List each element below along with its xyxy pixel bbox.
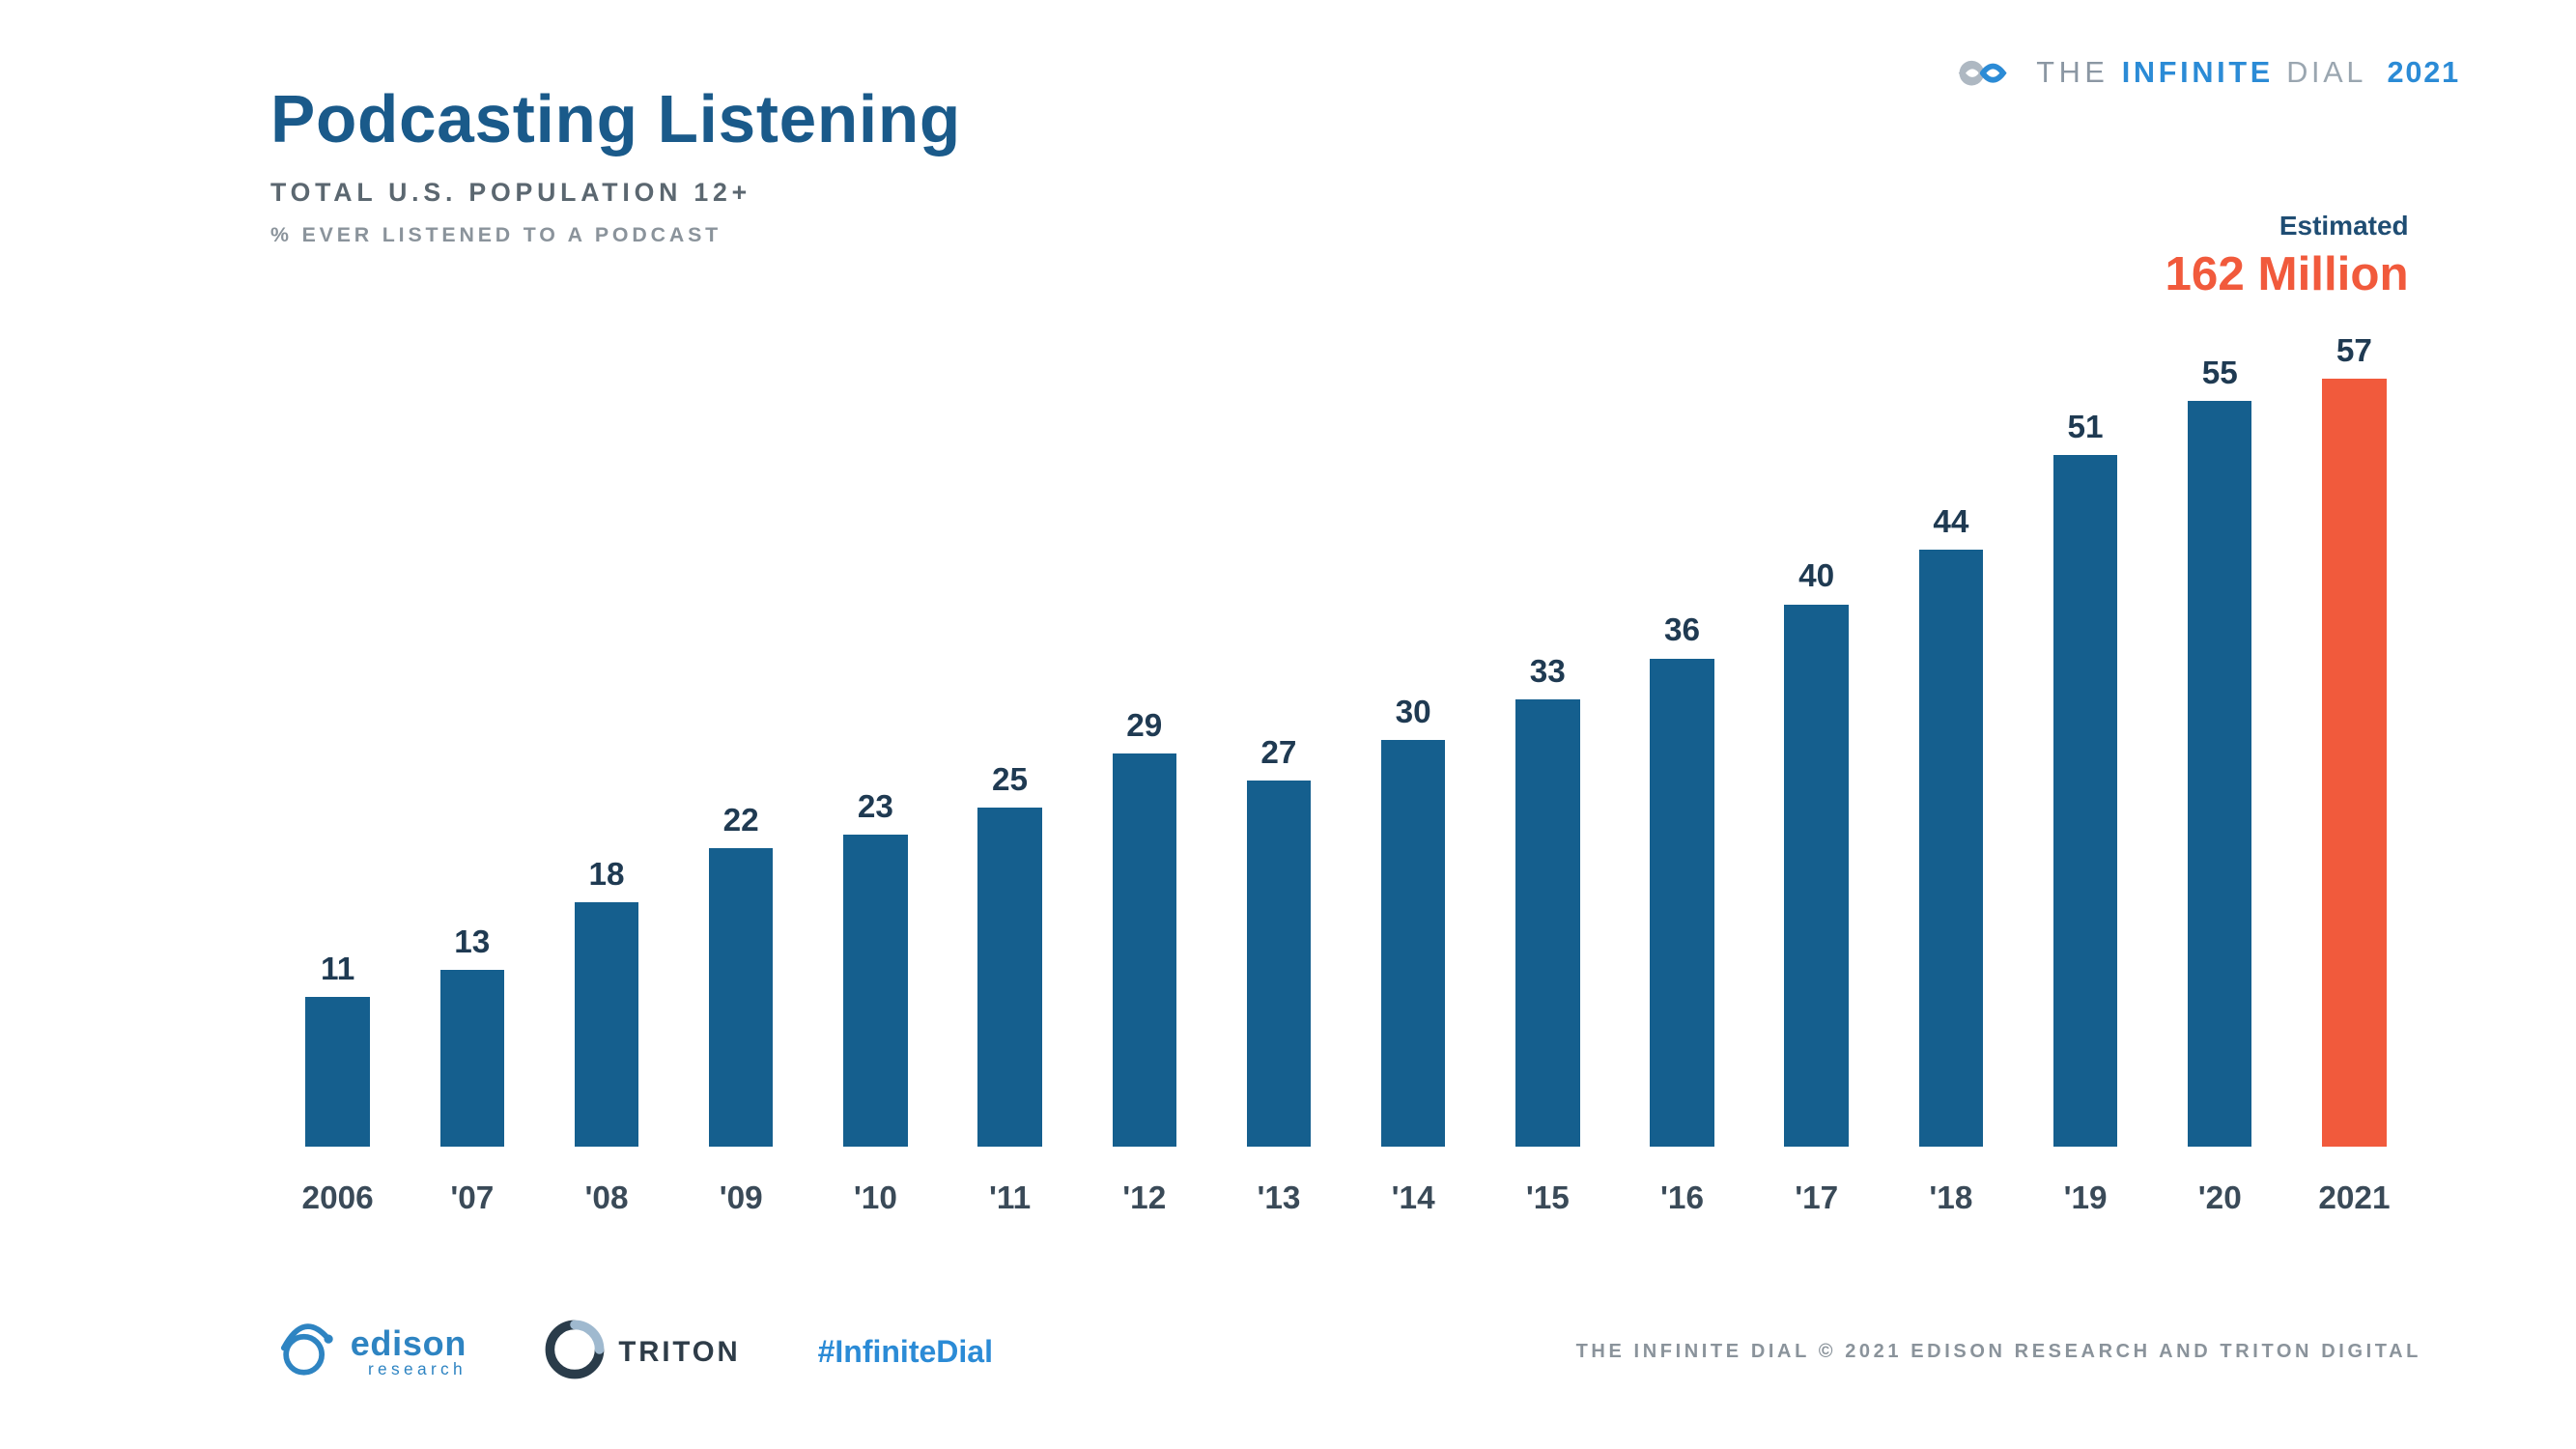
bar [1381, 740, 1445, 1147]
bar-group: 22 [674, 333, 808, 1147]
x-axis-label: '18 [1883, 1180, 2018, 1217]
x-axis-label: '11 [943, 1180, 1077, 1217]
bar-value-label: 29 [1126, 708, 1162, 745]
chart-subtitle-population: TOTAL U.S. POPULATION 12+ [270, 178, 2448, 208]
logo-edison: edison research [270, 1317, 467, 1388]
bar-group: 55 [2153, 333, 2287, 1147]
bar [305, 997, 369, 1146]
bar-value-label: 55 [2202, 355, 2238, 392]
bar-group: 27 [1211, 333, 1345, 1147]
x-axis-label: '13 [1211, 1180, 1345, 1217]
bar-group: 40 [1749, 333, 1883, 1147]
bar [1919, 550, 1983, 1146]
header: Podcasting Listening TOTAL U.S. POPULATI… [270, 80, 2448, 247]
edison-text: edison research [351, 1326, 467, 1378]
edison-icon [270, 1317, 337, 1388]
bar-value-label: 40 [1798, 558, 1834, 595]
bar-value-label: 27 [1260, 735, 1296, 772]
brand-infinite: INFINITE [2122, 56, 2274, 90]
x-axis-labels: 2006'07'08'09'10'11'12'13'14'15'16'17'18… [270, 1180, 2421, 1217]
bar-value-label: 36 [1664, 612, 1700, 649]
estimate-label: Estimated [2165, 211, 2408, 242]
brand-dial: DIAL [2286, 56, 2366, 90]
bar [440, 970, 504, 1146]
bar [2053, 455, 2117, 1147]
x-axis-label: '16 [1615, 1180, 1749, 1217]
x-axis-label: '07 [405, 1180, 539, 1217]
x-axis-label: '08 [539, 1180, 673, 1217]
bar-value-label: 44 [1933, 504, 1968, 541]
bar-chart: 11 13 18 22 23 25 29 27 30 33 36 40 44 51 55 57 2006'07… [270, 333, 2421, 1217]
x-axis-label: '19 [2018, 1180, 2152, 1217]
bar [843, 835, 907, 1147]
bar-group: 23 [808, 333, 943, 1147]
bar [709, 848, 773, 1147]
triton-icon [544, 1319, 606, 1385]
x-axis-label: '15 [1481, 1180, 1615, 1217]
edison-name: edison [351, 1326, 467, 1361]
bar [575, 902, 638, 1147]
bar-value-label: 51 [2068, 410, 2104, 446]
chart-title: Podcasting Listening [270, 80, 2448, 157]
bar-group: 29 [1077, 333, 1211, 1147]
slide: Podcasting Listening TOTAL U.S. POPULATI… [0, 0, 2576, 1449]
bar-group: 30 [1346, 333, 1481, 1147]
bar-value-label: 13 [454, 924, 490, 961]
bar-value-label: 33 [1530, 654, 1566, 691]
bar-group: 11 [270, 333, 405, 1147]
x-axis-label: 2021 [2287, 1180, 2421, 1217]
bar [2188, 401, 2251, 1147]
bar-value-label: 30 [1396, 695, 1431, 731]
bar-group: 18 [539, 333, 673, 1147]
footer-copyright: THE INFINITE DIAL © 2021 EDISON RESEARCH… [1576, 1341, 2421, 1363]
x-axis-label: '17 [1749, 1180, 1883, 1217]
footer: edison research TRITON #InfiniteDial THE… [270, 1317, 2421, 1388]
chart-subtitle-metric: % EVER LISTENED TO A PODCAST [270, 223, 2448, 247]
brand-year: 2021 [2387, 56, 2460, 90]
bar [1247, 781, 1311, 1147]
brand-infinite-dial: THE INFINITE DIAL 2021 [1941, 55, 2460, 91]
x-axis-label: '10 [808, 1180, 943, 1217]
bar-value-label: 23 [858, 789, 893, 826]
x-axis-label: '20 [2153, 1180, 2287, 1217]
bar [2322, 379, 2386, 1146]
bar-group: 13 [405, 333, 539, 1147]
logo-triton: TRITON [544, 1319, 741, 1385]
x-axis-label: '09 [674, 1180, 808, 1217]
bar [1650, 659, 1713, 1147]
bar-value-label: 22 [723, 803, 759, 839]
bar-value-label: 57 [2336, 333, 2372, 370]
bars-container: 11 13 18 22 23 25 29 27 30 33 36 40 44 51 55 57 [270, 333, 2421, 1147]
estimate-callout: Estimated 162 Million [2165, 211, 2408, 301]
bar [1784, 605, 1848, 1147]
bar [1515, 699, 1579, 1147]
infinity-icon [1941, 55, 2024, 91]
bar-value-label: 25 [992, 762, 1028, 799]
estimate-value: 162 Million [2165, 246, 2408, 301]
bar-value-label: 18 [588, 857, 624, 894]
bar-group: 44 [1883, 333, 2018, 1147]
bar [977, 808, 1041, 1147]
bar-group: 33 [1481, 333, 1615, 1147]
footer-hashtag: #InfiniteDial [818, 1334, 993, 1370]
bar-group: 36 [1615, 333, 1749, 1147]
bar-value-label: 11 [321, 952, 354, 988]
x-axis-label: '12 [1077, 1180, 1211, 1217]
bar-group: 25 [943, 333, 1077, 1147]
brand-the: THE [2036, 56, 2109, 90]
bar [1113, 753, 1176, 1147]
x-axis-label: '14 [1346, 1180, 1481, 1217]
x-axis-label: 2006 [270, 1180, 405, 1217]
edison-sub: research [351, 1361, 467, 1378]
bar-group: 57 [2287, 333, 2421, 1147]
triton-name: TRITON [618, 1336, 740, 1369]
bar-group: 51 [2018, 333, 2152, 1147]
